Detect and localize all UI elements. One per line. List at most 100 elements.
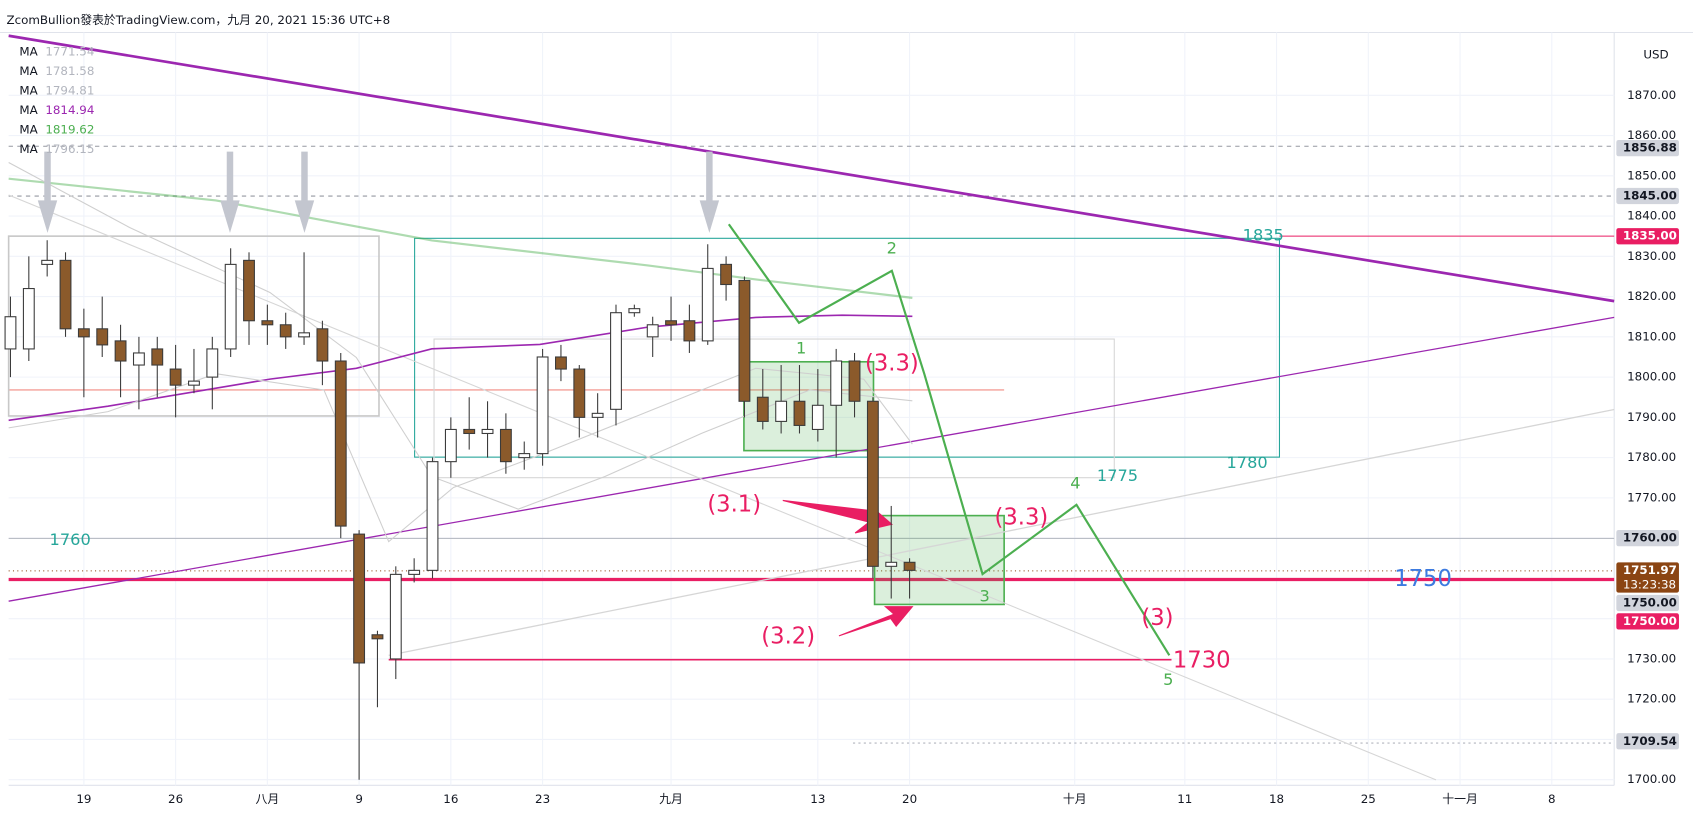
annotation: (3) <box>1141 605 1173 631</box>
candle-body <box>738 279 751 402</box>
candle-body <box>646 324 659 338</box>
candle-body <box>518 453 531 459</box>
candle-body <box>463 428 476 435</box>
wave-path <box>727 223 1171 656</box>
candle-body <box>96 328 109 346</box>
price-tag <box>1616 594 1679 612</box>
candle-body <box>683 320 696 342</box>
down-arrow <box>37 151 58 233</box>
annotation: 2 <box>887 239 897 258</box>
y-tick-label: 1850.00 <box>1627 168 1676 182</box>
down-arrow <box>699 151 720 233</box>
candle-body <box>481 428 494 435</box>
annotation: 1 <box>796 338 806 357</box>
ma-legend-name: MA <box>19 103 38 117</box>
y-tick-label: 1840.00 <box>1627 209 1676 223</box>
y-tick-label: 1730.00 <box>1627 651 1676 665</box>
candle-body <box>591 412 604 418</box>
price-tag-label: 1760.00 <box>1623 531 1677 545</box>
zone-box <box>873 514 1005 606</box>
ma-legend-value: 1771.54 <box>45 44 94 58</box>
annotation: 1835 <box>1243 226 1284 245</box>
ma-legend-name: MA <box>19 64 38 78</box>
trend-line <box>388 408 1615 656</box>
candle-body <box>499 428 512 463</box>
annotation: 5 <box>1163 670 1173 689</box>
range-box <box>433 338 1115 479</box>
candle-body <box>628 308 641 314</box>
candle-body <box>830 360 843 406</box>
price-tag <box>1616 530 1679 547</box>
y-tick-label: 1720.00 <box>1627 692 1676 706</box>
price-tag <box>1616 228 1679 245</box>
candle-body <box>353 533 366 664</box>
price-tag-label: 1751.97 <box>1623 563 1677 577</box>
ma-legend-name: MA <box>19 122 38 136</box>
candle-body <box>903 561 916 571</box>
arrow <box>838 606 914 637</box>
y-tick-label: 1800.00 <box>1627 370 1676 384</box>
y-tick-label: 1870.00 <box>1627 88 1676 102</box>
candle-body <box>224 263 237 350</box>
candle-body <box>279 324 292 338</box>
candle-body <box>114 340 127 362</box>
ma-legend-value: 1796.15 <box>45 142 94 156</box>
candle-body <box>261 320 274 326</box>
candle-body <box>793 400 806 426</box>
candle-body <box>334 360 347 527</box>
candle-body <box>206 348 219 378</box>
annotation: 1750 <box>1394 566 1452 592</box>
annotation: 1775 <box>1097 466 1138 485</box>
annotation: (3.2) <box>761 623 815 649</box>
candle-body <box>701 267 714 342</box>
ma-legend-name: MA <box>19 142 38 156</box>
x-tick-label: 19 <box>76 792 91 806</box>
y-tick-label: 1820.00 <box>1627 289 1676 303</box>
x-tick-label: 十月 <box>1063 792 1087 806</box>
currency-label: USD <box>1643 48 1668 62</box>
candle-body <box>866 400 879 567</box>
candle-body <box>665 320 677 326</box>
ma-legend-name: MA <box>19 83 38 97</box>
x-tick-label: 九月 <box>659 792 683 806</box>
price-tag-label: 1750.00 <box>1623 614 1677 628</box>
price-tag <box>1616 562 1679 593</box>
y-tick-label: 1780.00 <box>1627 450 1676 464</box>
x-tick-label: 16 <box>443 792 458 806</box>
price-tag-label: 1845.00 <box>1623 188 1677 202</box>
y-tick-label: 1810.00 <box>1627 329 1676 343</box>
ma-legend-value: 1781.58 <box>45 64 94 78</box>
candles <box>4 240 916 780</box>
ma-line <box>8 367 913 543</box>
trend-line <box>8 316 1615 602</box>
ma-legend-value: 1814.94 <box>45 103 94 117</box>
y-tick-label: 1790.00 <box>1627 410 1676 424</box>
candle-body <box>426 461 439 571</box>
price-tag <box>1616 613 1679 630</box>
x-tick-label: 23 <box>535 792 550 806</box>
candle-body <box>316 328 329 362</box>
annotation: 1730 <box>1173 647 1231 673</box>
candle-body <box>243 259 255 322</box>
ma-legend-value: 1819.62 <box>45 122 94 136</box>
x-tick-label: 13 <box>810 792 825 806</box>
annotation: (3.3) <box>865 350 919 376</box>
x-tick-label: 十一月 <box>1442 792 1478 806</box>
candle-body <box>4 316 17 350</box>
price-tag-label: 1856.88 <box>1623 141 1677 155</box>
price-tag-label: 1750.00 <box>1623 595 1677 609</box>
ma-line <box>8 177 913 299</box>
x-tick-label: 9 <box>355 792 363 806</box>
ma-line <box>8 314 913 422</box>
candle-body <box>573 368 586 418</box>
candle-body <box>41 259 54 265</box>
down-arrow <box>220 151 240 233</box>
arrows <box>37 151 720 233</box>
candle-body <box>59 259 72 330</box>
x-tick-label: 八月 <box>256 792 280 806</box>
candle-body <box>610 312 622 410</box>
y-tick-label: 1830.00 <box>1627 249 1676 263</box>
candle-body <box>169 368 182 386</box>
price-tag-label: 1835.00 <box>1623 229 1677 243</box>
